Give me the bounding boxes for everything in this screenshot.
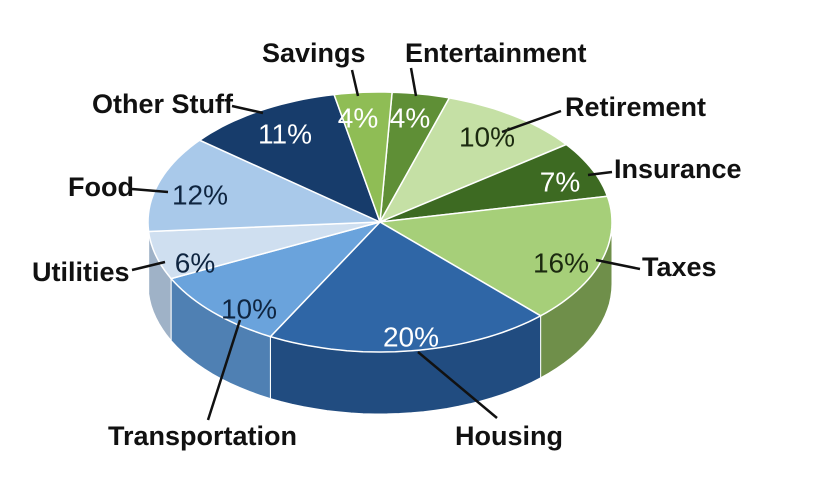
pie-sides <box>147 221 613 415</box>
category-label-housing: Housing <box>455 421 563 451</box>
leader-line-food <box>131 187 169 194</box>
leader-line-insurance <box>587 170 613 177</box>
percent-label-savings: 4% <box>338 102 378 133</box>
slice-transportation <box>169 220 383 338</box>
slice-retirement <box>378 97 568 224</box>
percent-label-utilities: 6% <box>175 247 215 278</box>
category-label-retirement: Retirement <box>565 92 706 122</box>
slice-utilities <box>147 221 381 280</box>
leader-line-entertainment <box>409 67 418 97</box>
leader-line-savings <box>350 69 360 97</box>
percent-label-retirement: 10% <box>459 121 515 152</box>
percent-label-insurance: 7% <box>540 166 580 197</box>
leader-line-other-stuff <box>231 104 264 115</box>
percent-label-other-stuff: 11% <box>258 118 312 149</box>
leader-line-retirement <box>501 109 562 134</box>
percent-label-entertainment: 4% <box>390 102 430 133</box>
category-label-insurance: Insurance <box>614 154 742 184</box>
pie-tops <box>147 91 613 353</box>
percent-labels: 4%10%7%16%20%10%6%12%11%4% <box>172 102 589 352</box>
percent-label-food: 12% <box>172 179 228 210</box>
leader-line-taxes <box>595 258 641 271</box>
category-label-savings: Savings <box>262 38 366 68</box>
leader-line-utilities <box>131 260 166 272</box>
percent-label-housing: 20% <box>383 321 439 352</box>
category-label-other-stuff: Other Stuff <box>92 89 234 119</box>
category-label-transportation: Transportation <box>108 421 297 451</box>
category-label-taxes: Taxes <box>642 252 717 282</box>
category-label-food: Food <box>68 172 134 202</box>
category-label-entertainment: Entertainment <box>405 38 587 68</box>
percent-label-taxes: 16% <box>533 247 589 278</box>
leader-line-transportation <box>206 319 242 421</box>
percent-label-transportation: 10% <box>221 293 277 324</box>
leader-lines <box>131 67 641 421</box>
leader-line-housing <box>417 351 498 419</box>
slice-savings <box>333 91 393 223</box>
slice-housing <box>268 221 543 353</box>
category-label-utilities: Utilities <box>32 257 130 287</box>
slice-other-stuff <box>198 93 382 224</box>
category-labels: Entertainment Retirement Insurance Taxes Hou… <box>32 38 742 451</box>
slice-food <box>147 139 381 233</box>
